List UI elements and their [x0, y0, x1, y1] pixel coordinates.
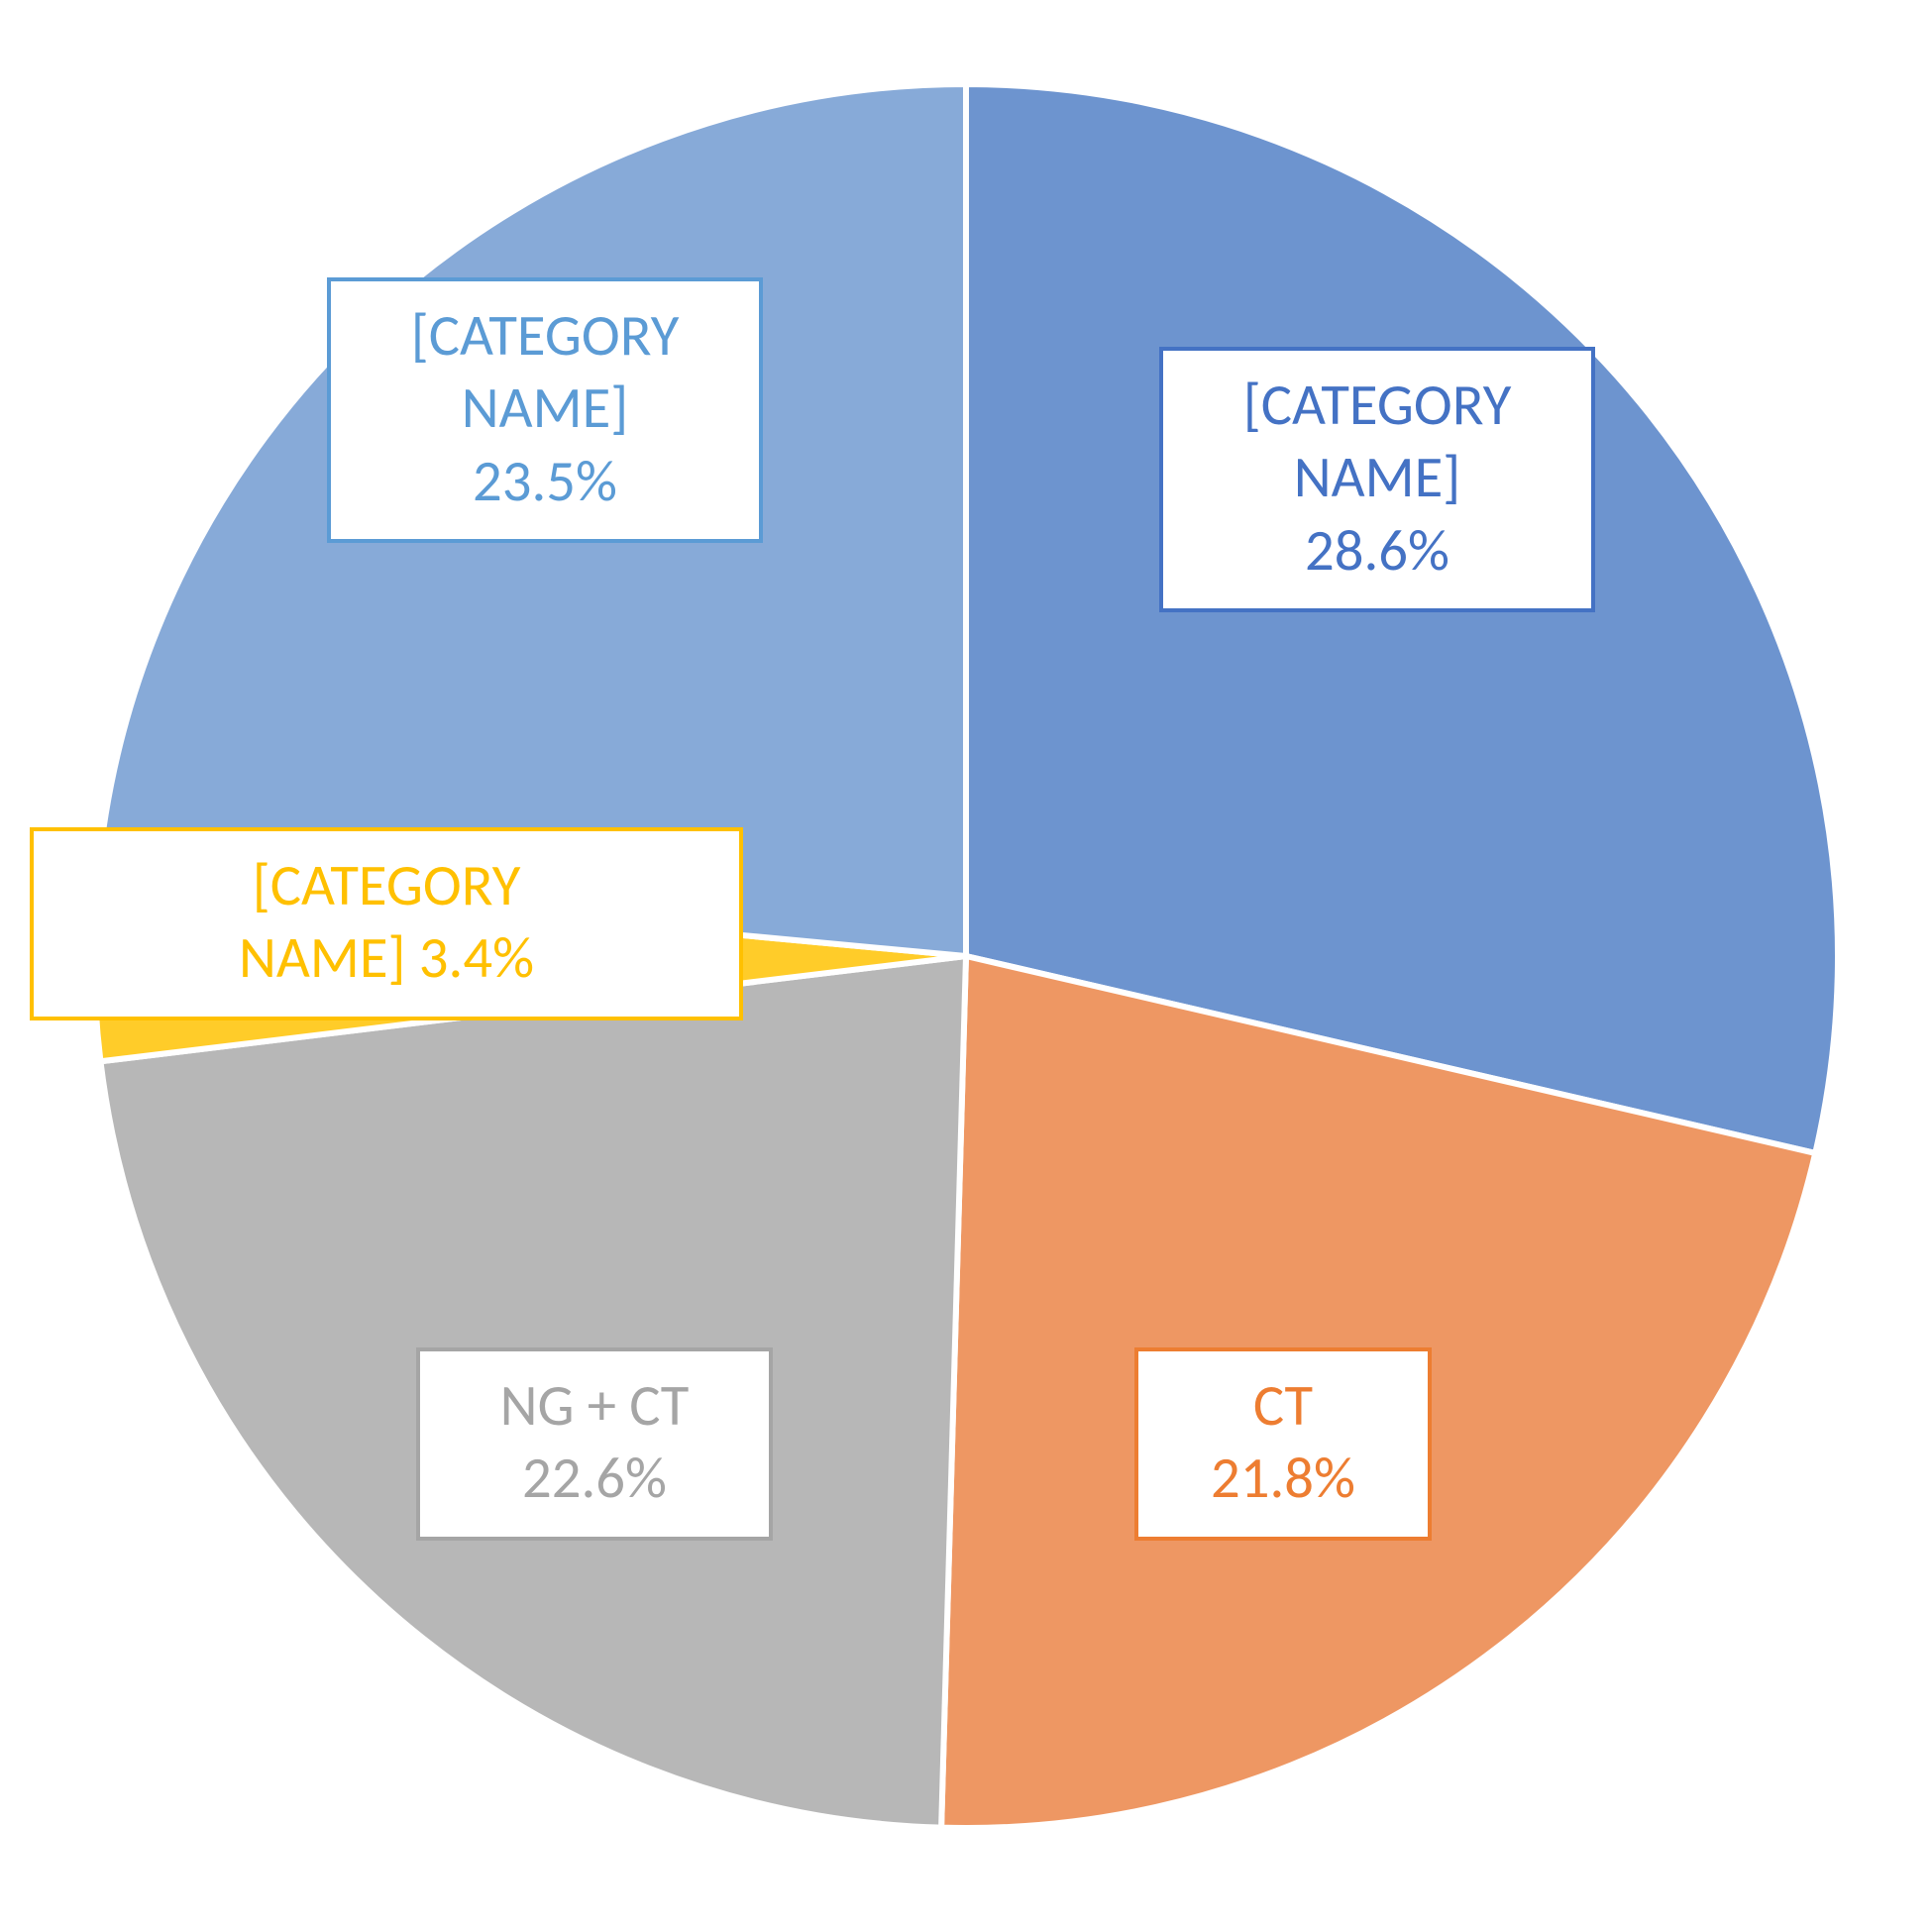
- slice-label: [CATEGORYNAME]28.6%: [1159, 347, 1595, 612]
- slice-label: CT21.8%: [1134, 1347, 1432, 1541]
- slice-label-value: 21.8%: [1168, 1442, 1398, 1514]
- slice-label-line1: NG + CT: [450, 1369, 739, 1442]
- slice-label-line2: NAME]: [361, 372, 729, 444]
- slice-label-line1: [CATEGORY: [361, 299, 729, 372]
- slice-label: [CATEGORYNAME] 3.4%: [30, 827, 743, 1020]
- slice-label-line1: [CATEGORY: [63, 849, 709, 921]
- slice-label-value: 22.6%: [450, 1442, 739, 1514]
- slice-label-line2: NAME] 3.4%: [63, 921, 709, 994]
- slice-label-line2: NAME]: [1193, 441, 1561, 513]
- slice-label-line1: CT: [1168, 1369, 1398, 1442]
- slice-label-value: 23.5%: [361, 445, 729, 517]
- slice-label: [CATEGORYNAME]23.5%: [327, 277, 763, 543]
- slice-label: NG + CT22.6%: [416, 1347, 773, 1541]
- pie-chart-container: [CATEGORYNAME]28.6%CT21.8%NG + CT22.6%[C…: [0, 0, 1932, 1932]
- slice-label-line1: [CATEGORY: [1193, 369, 1561, 441]
- slice-label-value: 28.6%: [1193, 514, 1561, 587]
